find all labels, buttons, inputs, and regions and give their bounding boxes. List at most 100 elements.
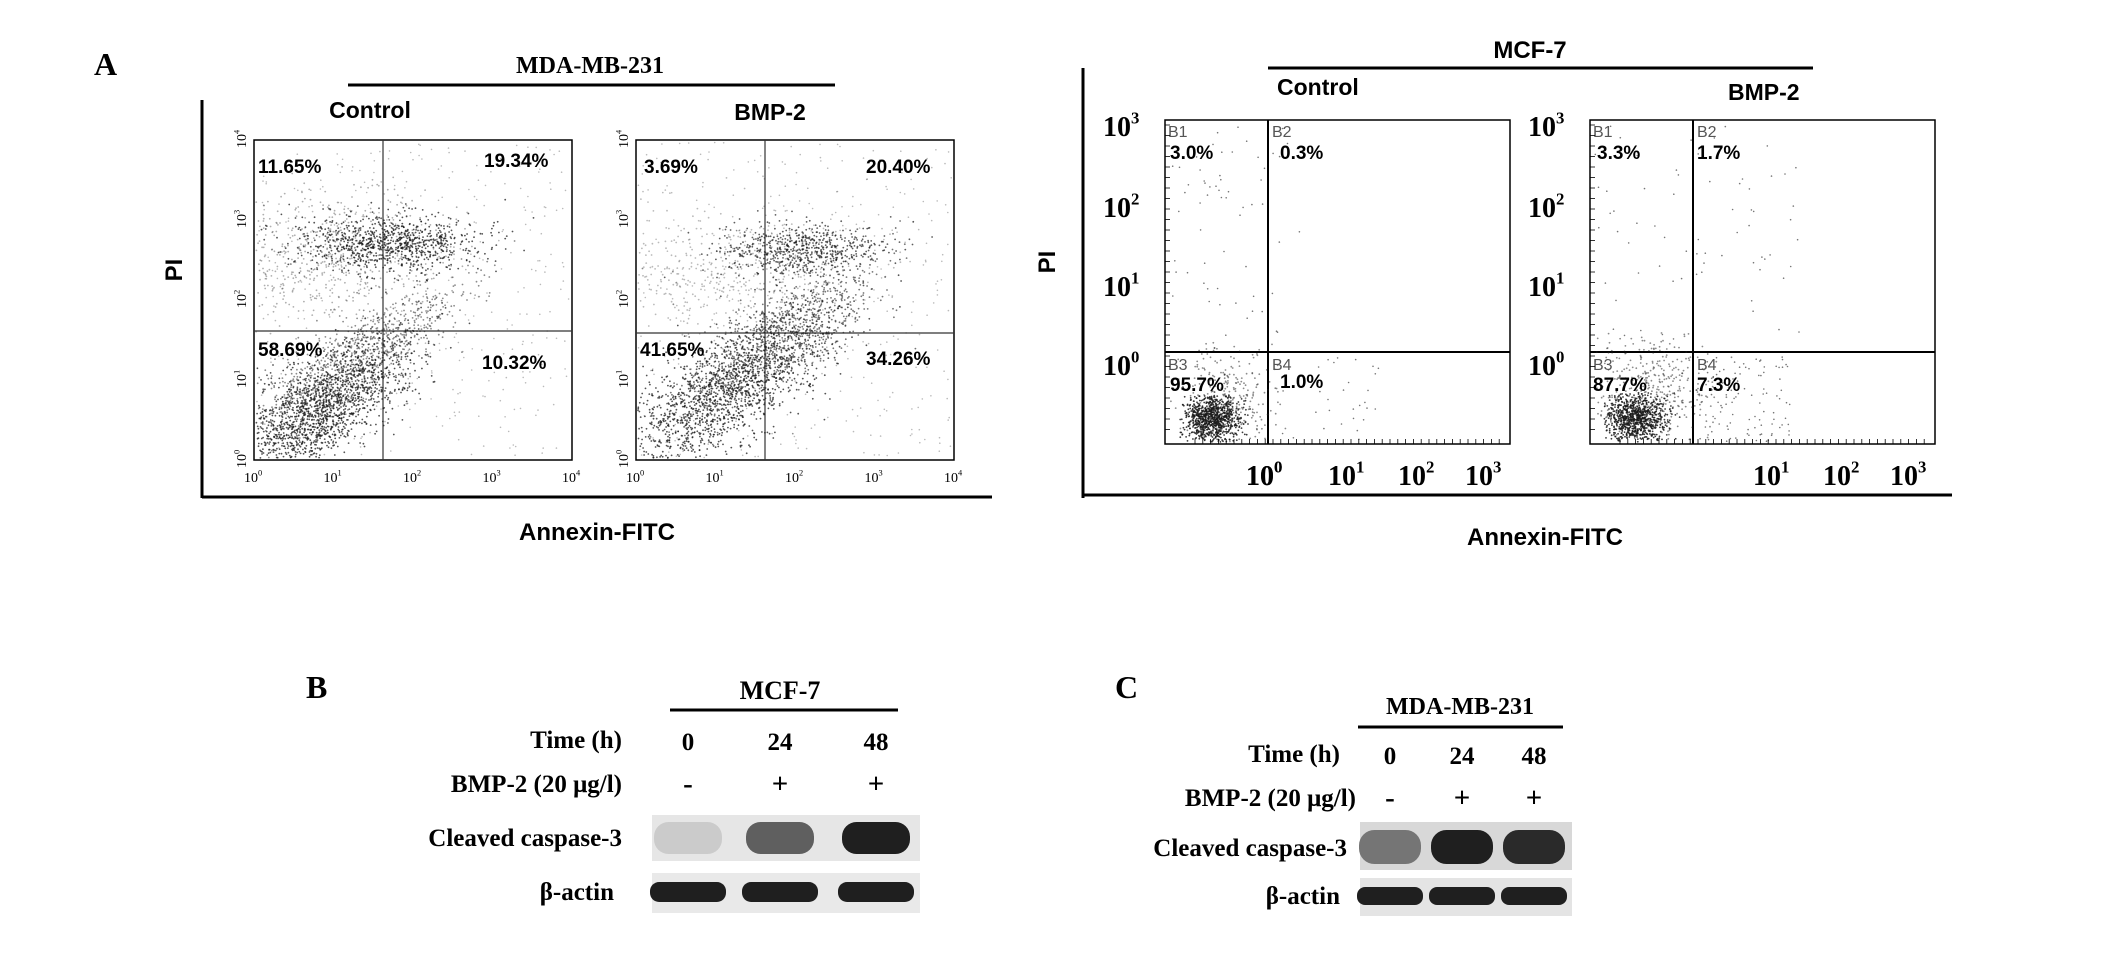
event-dot — [785, 301, 788, 303]
event-dot — [413, 324, 415, 327]
event-dot — [357, 328, 360, 331]
mda-control-plot: Control 11.65% 19.34% 58.69% 10.32% — [253, 97, 573, 461]
event-dot — [362, 370, 365, 373]
event-dot — [333, 390, 336, 393]
event-dot — [690, 450, 693, 452]
event-dot — [379, 150, 381, 153]
event-dot — [796, 342, 799, 345]
event-dot — [264, 423, 266, 425]
event-dot — [405, 215, 408, 217]
event-dot — [475, 198, 478, 201]
event-dot — [346, 373, 348, 376]
event-dot — [390, 362, 393, 365]
event-dot — [484, 395, 486, 398]
event-dot — [705, 351, 708, 354]
event-dot — [284, 301, 287, 304]
event-dot — [413, 350, 416, 353]
event-dot — [327, 446, 330, 449]
event-dot — [381, 351, 383, 354]
event-dot — [523, 287, 525, 289]
event-dot — [356, 291, 358, 294]
event-dot — [389, 306, 392, 308]
event-dot — [491, 246, 493, 249]
event-dot — [327, 425, 330, 428]
event-dot — [330, 381, 332, 384]
event-dot — [466, 211, 469, 214]
event-dot — [335, 333, 338, 336]
event-dot — [362, 218, 364, 221]
event-dot — [400, 358, 403, 361]
event-dot — [381, 254, 383, 257]
event-dot — [426, 235, 429, 238]
event-dot — [267, 256, 270, 259]
event-dot — [313, 410, 315, 413]
event-dot — [314, 409, 317, 412]
event-dot — [398, 237, 400, 240]
event-dot — [374, 364, 376, 367]
event-dot — [304, 250, 306, 253]
event-dot — [434, 320, 437, 322]
event-dot — [661, 455, 664, 458]
event-dot — [306, 428, 309, 431]
event-dot — [270, 422, 273, 425]
event-dot — [351, 232, 354, 234]
event-dot — [337, 260, 340, 263]
event-dot — [377, 337, 380, 340]
event-dot — [382, 354, 384, 356]
event-dot — [416, 261, 418, 263]
event-dot — [258, 263, 260, 266]
event-dot — [735, 410, 738, 412]
event-dot — [312, 269, 315, 271]
event-dot — [263, 382, 266, 385]
event-dot — [343, 388, 346, 391]
event-dot — [811, 364, 814, 367]
event-dot — [284, 437, 287, 440]
event-dot — [411, 302, 414, 305]
event-dot — [322, 390, 324, 393]
event-dot — [256, 400, 258, 403]
event-dot — [363, 433, 365, 436]
event-dot — [362, 407, 364, 410]
event-dot — [655, 387, 657, 389]
event-dot — [333, 209, 336, 212]
event-dot — [424, 229, 426, 231]
event-dot — [337, 373, 339, 376]
event-dot — [319, 400, 322, 402]
event-dot — [394, 261, 396, 263]
event-dot — [364, 263, 367, 266]
event-dot — [263, 418, 265, 420]
event-dot — [255, 249, 258, 252]
event-dot — [386, 349, 388, 351]
event-dot — [733, 360, 735, 362]
event-dot — [288, 408, 291, 410]
event-dot — [377, 392, 380, 395]
event-dot — [262, 448, 264, 451]
event-dot — [725, 393, 727, 395]
event-dot — [278, 406, 281, 409]
event-dot — [408, 384, 410, 387]
event-dot — [395, 344, 398, 346]
event-dot — [318, 292, 321, 295]
event-dot — [361, 317, 364, 320]
event-dot — [317, 404, 320, 407]
event-dot — [531, 342, 533, 344]
event-dot — [275, 437, 278, 440]
event-dot — [291, 394, 294, 397]
event-dot — [327, 227, 330, 230]
event-dot — [429, 232, 431, 235]
event-dot — [323, 271, 326, 274]
event-dot — [375, 215, 378, 218]
event-dot — [278, 377, 281, 380]
event-dot — [345, 395, 348, 398]
event-dot — [330, 405, 333, 407]
event-dot — [504, 416, 506, 418]
event-dot — [362, 259, 365, 262]
event-dot — [340, 202, 343, 204]
event-dot — [274, 319, 277, 322]
event-dot — [481, 349, 483, 351]
event-dot — [306, 375, 309, 377]
event-dot — [370, 220, 372, 223]
event-dot — [299, 249, 302, 252]
event-dot — [714, 405, 716, 408]
event-dot — [461, 265, 464, 268]
